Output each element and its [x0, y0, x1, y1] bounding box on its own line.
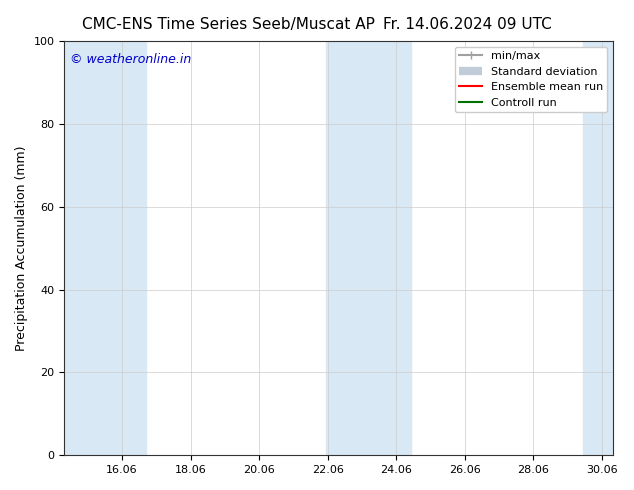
Text: Fr. 14.06.2024 09 UTC: Fr. 14.06.2024 09 UTC	[383, 17, 552, 32]
Bar	[64, 41, 146, 455]
Bar	[583, 41, 613, 455]
Bar	[326, 41, 411, 455]
Legend: min/max, Standard deviation, Ensemble mean run, Controll run: min/max, Standard deviation, Ensemble me…	[455, 47, 607, 112]
Text: CMC-ENS Time Series Seeb/Muscat AP: CMC-ENS Time Series Seeb/Muscat AP	[82, 17, 375, 32]
Text: © weatheronline.in: © weatheronline.in	[70, 53, 191, 67]
Y-axis label: Precipitation Accumulation (mm): Precipitation Accumulation (mm)	[15, 146, 28, 351]
